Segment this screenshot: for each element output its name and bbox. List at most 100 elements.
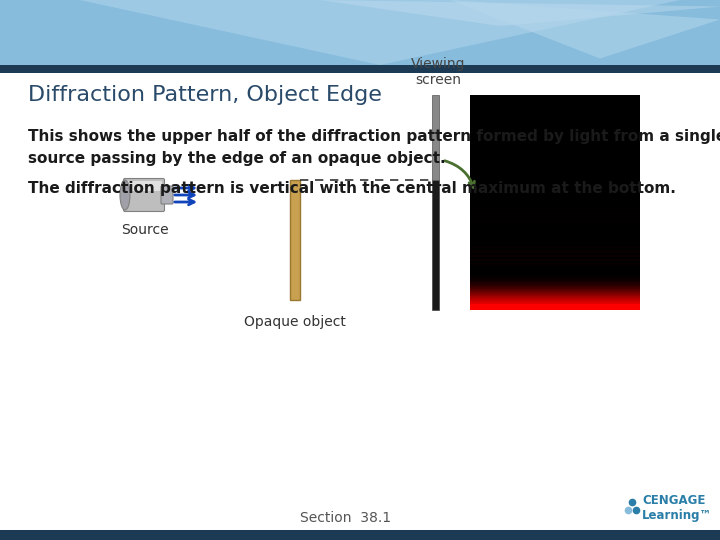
Bar: [470, 257, 640, 259]
Bar: [470, 284, 640, 285]
Bar: [470, 303, 640, 304]
Bar: [470, 145, 640, 147]
Bar: [470, 254, 640, 255]
Bar: [470, 301, 640, 302]
Bar: [470, 298, 640, 299]
Bar: [470, 291, 640, 293]
Bar: [470, 308, 640, 309]
Text: Viewing
screen: Viewing screen: [410, 57, 465, 87]
Bar: [470, 98, 640, 100]
Bar: [470, 300, 640, 301]
Bar: [470, 289, 640, 291]
Bar: [470, 254, 640, 255]
Bar: [470, 293, 640, 294]
Bar: [470, 218, 640, 219]
Bar: [470, 192, 640, 194]
Bar: [470, 260, 640, 261]
Bar: [470, 292, 640, 294]
Bar: [470, 213, 640, 214]
Bar: [470, 167, 640, 168]
Bar: [470, 260, 640, 261]
Bar: [470, 218, 640, 220]
Bar: [470, 309, 640, 310]
Bar: [470, 287, 640, 288]
Bar: [470, 275, 640, 276]
Bar: [470, 290, 640, 292]
Bar: [0, 73, 720, 530]
Bar: [470, 281, 640, 282]
Bar: [470, 219, 640, 220]
Bar: [470, 302, 640, 303]
Bar: [470, 250, 640, 251]
Bar: [470, 106, 640, 109]
Bar: [432, 95, 439, 180]
Bar: [470, 285, 640, 286]
Bar: [470, 255, 640, 256]
Bar: [470, 300, 640, 301]
Bar: [470, 219, 640, 220]
Bar: [470, 220, 640, 221]
Bar: [470, 111, 640, 113]
Bar: [470, 284, 640, 285]
Bar: [470, 261, 640, 263]
Bar: [470, 282, 640, 284]
Bar: [470, 306, 640, 307]
Bar: [470, 245, 640, 246]
Bar: [470, 300, 640, 301]
Bar: [470, 291, 640, 292]
Bar: [470, 256, 640, 257]
Bar: [470, 243, 640, 244]
Bar: [470, 291, 640, 292]
Bar: [470, 214, 640, 216]
Bar: [470, 307, 640, 308]
Bar: [470, 215, 640, 217]
Bar: [470, 266, 640, 267]
Bar: [470, 253, 640, 254]
Bar: [470, 297, 640, 298]
Bar: [470, 280, 640, 281]
Bar: [470, 289, 640, 290]
Bar: [470, 305, 640, 306]
Bar: [470, 307, 640, 308]
Bar: [470, 247, 640, 249]
Bar: [470, 163, 640, 164]
Bar: [470, 222, 640, 223]
Bar: [470, 305, 640, 306]
Text: CENGAGE
Learning™: CENGAGE Learning™: [642, 494, 712, 523]
Bar: [470, 266, 640, 267]
Bar: [470, 281, 640, 283]
Bar: [470, 248, 640, 249]
Bar: [470, 296, 640, 297]
Bar: [470, 263, 640, 264]
Polygon shape: [320, 0, 720, 26]
Bar: [470, 292, 640, 293]
Bar: [470, 265, 640, 266]
Bar: [470, 249, 640, 251]
Bar: [470, 252, 640, 253]
Bar: [470, 283, 640, 284]
Bar: [470, 304, 640, 305]
Bar: [470, 253, 640, 254]
Bar: [470, 293, 640, 295]
Bar: [470, 284, 640, 285]
Bar: [470, 266, 640, 267]
Bar: [470, 305, 640, 306]
Bar: [470, 298, 640, 299]
Ellipse shape: [120, 180, 130, 210]
Bar: [470, 294, 640, 295]
Bar: [470, 303, 640, 304]
Bar: [470, 303, 640, 305]
Bar: [470, 288, 640, 289]
Bar: [470, 210, 640, 212]
Bar: [470, 260, 640, 261]
Bar: [470, 252, 640, 253]
Bar: [470, 308, 640, 309]
Bar: [470, 280, 640, 281]
Bar: [470, 295, 640, 296]
Bar: [470, 137, 640, 138]
Bar: [470, 280, 640, 281]
Bar: [470, 240, 640, 242]
Bar: [470, 306, 640, 307]
Bar: [290, 180, 300, 300]
Bar: [470, 285, 640, 286]
